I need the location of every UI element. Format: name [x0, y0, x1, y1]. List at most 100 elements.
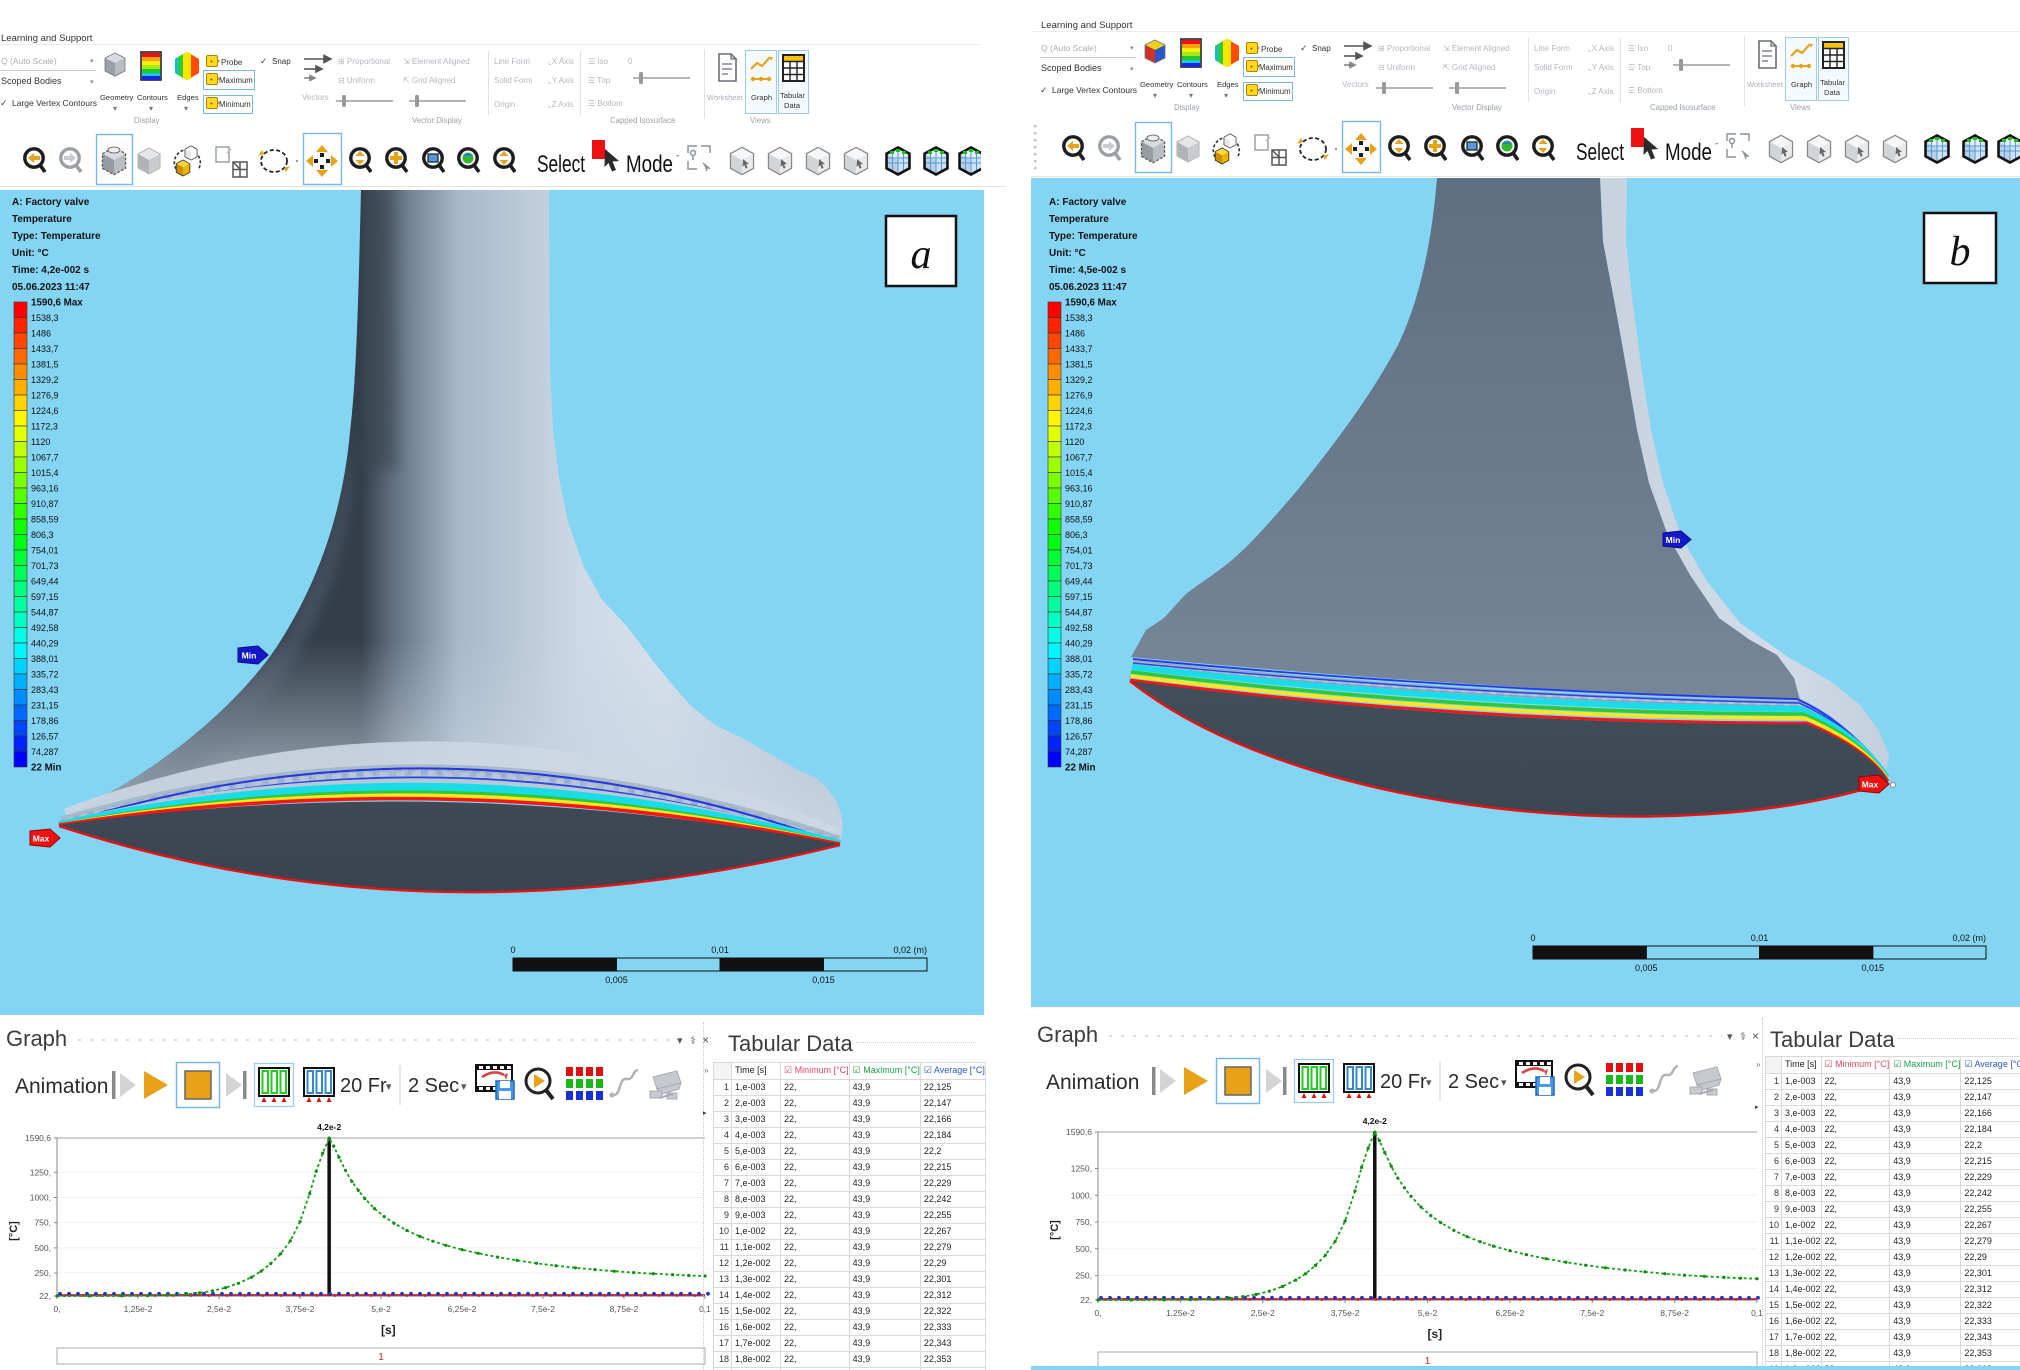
svg-text:Unit: °C: Unit: °C [12, 248, 49, 259]
svg-text:0,02 (m): 0,02 (m) [893, 945, 927, 955]
svg-text:806,3: 806,3 [1065, 530, 1088, 540]
svg-text:649,44: 649,44 [1065, 576, 1093, 586]
svg-text:Animation: Animation [15, 1075, 108, 1098]
svg-text:Temperature: Temperature [12, 214, 72, 225]
svg-text:22,: 22, [1080, 1295, 1092, 1305]
svg-text:Time: 4,5e-002 s: Time: 4,5e-002 s [1049, 265, 1127, 276]
svg-text:ˉ: ˉ [676, 154, 680, 166]
svg-text:⚕: ⚕ [690, 1035, 696, 1047]
svg-text:1590,6 Max: 1590,6 Max [1065, 297, 1117, 308]
svg-text:0,: 0, [1094, 1308, 1101, 1318]
svg-text:22 Min: 22 Min [31, 762, 62, 773]
svg-text:250,: 250, [1075, 1271, 1092, 1281]
svg-text:701,73: 701,73 [31, 561, 59, 571]
svg-text:806,3: 806,3 [31, 530, 54, 540]
svg-text:2,5e-2: 2,5e-2 [1251, 1308, 1275, 1318]
svg-text:6,25e-2: 6,25e-2 [1495, 1308, 1524, 1318]
svg-text:126,57: 126,57 [1065, 731, 1093, 741]
svg-text:▾: ▾ [1727, 1031, 1733, 1043]
svg-text:283,43: 283,43 [1065, 685, 1093, 695]
svg-text:1538,3: 1538,3 [1065, 313, 1093, 323]
svg-text:×: × [1752, 1029, 1759, 1043]
svg-text:492,58: 492,58 [1065, 623, 1093, 633]
svg-text:Type: Temperature: Type: Temperature [1049, 231, 1138, 242]
svg-text:1486: 1486 [1065, 328, 1085, 338]
svg-text:1381,5: 1381,5 [1065, 359, 1093, 369]
svg-text:Mode: Mode [1665, 139, 1712, 166]
svg-text:8,75e-2: 8,75e-2 [1660, 1308, 1689, 1318]
svg-text:2,5e-2: 2,5e-2 [207, 1304, 231, 1314]
svg-text:1250,: 1250, [1071, 1163, 1092, 1173]
svg-text:3,75e-2: 3,75e-2 [1331, 1308, 1360, 1318]
svg-text:20 Fr: 20 Fr [1380, 1071, 1427, 1093]
svg-text:1329,2: 1329,2 [31, 375, 59, 385]
svg-text:20 Fr: 20 Fr [340, 1075, 387, 1097]
svg-text:Max: Max [1862, 780, 1879, 790]
svg-text:0,005: 0,005 [1635, 963, 1658, 973]
svg-text:597,15: 597,15 [1065, 592, 1093, 602]
svg-text:1381,5: 1381,5 [31, 359, 59, 369]
svg-text:1590,6: 1590,6 [25, 1133, 51, 1143]
svg-text:0,01: 0,01 [1751, 933, 1769, 943]
svg-text:1,25e-2: 1,25e-2 [1166, 1308, 1195, 1318]
svg-text:Animation: Animation [1046, 1071, 1139, 1094]
svg-text:858,59: 858,59 [31, 514, 59, 524]
svg-text:440,29: 440,29 [31, 638, 59, 648]
svg-text:1224,6: 1224,6 [31, 406, 59, 416]
svg-text:0: 0 [510, 945, 515, 955]
svg-text:1276,9: 1276,9 [31, 390, 59, 400]
svg-text:500,: 500, [1075, 1244, 1092, 1254]
svg-text:ˉ: ˉ [1715, 142, 1719, 154]
svg-text:1538,3: 1538,3 [31, 313, 59, 323]
svg-text:178,86: 178,86 [31, 716, 59, 726]
svg-text:0,015: 0,015 [812, 975, 835, 985]
svg-text:1: 1 [378, 1352, 384, 1363]
svg-text:•: • [1250, 88, 1253, 95]
svg-text:Mode: Mode [626, 151, 673, 178]
svg-text:178,86: 178,86 [1065, 716, 1093, 726]
svg-text:Max: Max [33, 834, 50, 844]
svg-text:649,44: 649,44 [31, 576, 59, 586]
svg-text:544,87: 544,87 [1065, 607, 1093, 617]
svg-text:1067,7: 1067,7 [31, 452, 59, 462]
svg-text:•: • [210, 77, 213, 84]
svg-text:0,1: 0,1 [699, 1304, 711, 1314]
svg-text:1250,: 1250, [30, 1167, 51, 1177]
svg-text:4,2e-2: 4,2e-2 [317, 1122, 341, 1132]
svg-text:0,01: 0,01 [711, 945, 729, 955]
svg-text:Type: Temperature: Type: Temperature [12, 231, 101, 242]
svg-text:22,: 22, [39, 1291, 51, 1301]
svg-text:754,01: 754,01 [1065, 545, 1093, 555]
svg-text:▾: ▾ [1426, 1077, 1432, 1089]
svg-text:×: × [702, 1033, 709, 1047]
svg-text:•: • [1250, 64, 1253, 71]
svg-text:0,02 (m): 0,02 (m) [1952, 933, 1986, 943]
svg-text:5,e-2: 5,e-2 [371, 1304, 391, 1314]
svg-text:▾: ▾ [1501, 1077, 1507, 1089]
svg-text:1276,9: 1276,9 [1065, 390, 1093, 400]
svg-text:Graph: Graph [1037, 1022, 1098, 1047]
svg-text:74,287: 74,287 [31, 747, 59, 757]
svg-text:▾: ▾ [461, 1081, 467, 1093]
svg-text:1590,6: 1590,6 [1066, 1127, 1092, 1137]
svg-text:0,1: 0,1 [1751, 1308, 1762, 1318]
svg-text:Select: Select [1576, 139, 1624, 166]
svg-text:1172,3: 1172,3 [31, 421, 58, 431]
svg-text:754,01: 754,01 [31, 545, 59, 555]
svg-text:•: • [210, 101, 213, 108]
svg-text:Time: 4,2e-002 s: Time: 4,2e-002 s [12, 265, 90, 276]
svg-text:5,e-2: 5,e-2 [1418, 1308, 1438, 1318]
svg-text:•: • [210, 59, 213, 66]
svg-text:05.06.2023 11:47: 05.06.2023 11:47 [1049, 282, 1127, 293]
svg-text:1,25e-2: 1,25e-2 [124, 1304, 153, 1314]
svg-text:74,287: 74,287 [1065, 747, 1093, 757]
svg-text:250,: 250, [34, 1268, 51, 1278]
svg-text:126,57: 126,57 [31, 731, 59, 741]
svg-text:Select: Select [537, 151, 585, 178]
svg-text:Min: Min [1666, 535, 1681, 545]
svg-text:1: 1 [1425, 1356, 1431, 1367]
svg-text:4,2e-2: 4,2e-2 [1363, 1116, 1387, 1126]
svg-text:8,75e-2: 8,75e-2 [610, 1304, 639, 1314]
svg-text:2 Sec: 2 Sec [1448, 1071, 1499, 1093]
svg-text:750,: 750, [1075, 1217, 1092, 1227]
